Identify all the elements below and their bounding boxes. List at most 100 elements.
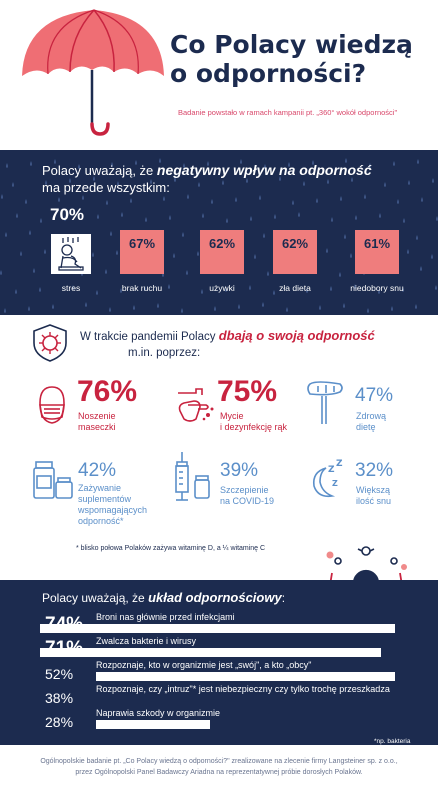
raindrop: [159, 158, 161, 163]
raindrop: [0, 270, 2, 275]
diet-value: 47%: [355, 385, 394, 406]
sleep-label: Większą ilość snu: [356, 485, 391, 507]
raindrop: [327, 179, 329, 184]
raindrop: [182, 232, 184, 237]
raindrop: [16, 213, 18, 218]
footer-line-2: przez Ogólnopolski Panel Badawczy Ariadn…: [75, 769, 363, 776]
immune-label: Rozpoznaje, czy „intruz"* jest niebezpie…: [96, 684, 390, 694]
vaccination-label-line-2: na COVID-19: [220, 496, 275, 506]
raindrop: [207, 161, 209, 166]
raindrop: [263, 233, 265, 238]
heading-highlight: dbają o swoją odporność: [218, 328, 375, 343]
raindrop: [54, 159, 56, 164]
stimulants-value: 62%: [200, 230, 244, 274]
carrot-icon: [307, 381, 343, 424]
heading-end: m.in. poprzez:: [128, 347, 201, 359]
immune-label: Rozpoznaje, kto w organizmie jest „swój"…: [96, 660, 312, 670]
raindrop: [44, 249, 46, 254]
umbrella-illustration: [22, 9, 164, 136]
handwash-value: 75%: [217, 375, 278, 408]
raindrop: [186, 270, 188, 275]
raindrop: [130, 198, 132, 203]
raindrop: [267, 271, 269, 276]
diet-label-line-1: Zdrową: [356, 411, 387, 421]
sleep-deficiency-value: 61%: [355, 230, 399, 274]
raindrop: [183, 163, 185, 168]
raindrop: [379, 213, 381, 218]
raindrop: [254, 254, 256, 259]
raindrop: [69, 178, 71, 183]
vaccination-label: Szczepienie na COVID-19: [220, 485, 274, 507]
raindrop: [187, 194, 189, 199]
supplements-footnote: * blisko połowa Polaków zażywa witaminę …: [76, 545, 266, 552]
raindrop: [339, 272, 341, 277]
raindrop: [121, 212, 123, 217]
raindrop: [378, 289, 380, 294]
raindrop: [109, 307, 111, 312]
immune-label: Zwalcza bakterie i wirusy: [96, 636, 197, 646]
raindrop: [202, 213, 204, 218]
immune-bar: [96, 672, 395, 681]
raindrop: [211, 199, 213, 204]
raindrop: [157, 303, 159, 308]
raindrop: [417, 159, 419, 164]
footer-note: Ogólnopolskie badanie pt. „Co Polacy wie…: [20, 756, 418, 778]
raindrop: [117, 181, 119, 186]
raindrop: [367, 308, 369, 313]
raindrop: [303, 181, 305, 186]
raindrop: [397, 199, 399, 204]
raindrop: [120, 288, 122, 293]
handwash-label-line-2: i dezynfekcję rąk: [220, 422, 288, 432]
subtitle: Badanie powstało w ramach kampanii pt. „…: [178, 108, 398, 117]
raindrop: [106, 200, 108, 205]
raindrop: [344, 234, 346, 239]
raindrop: [286, 307, 288, 312]
page-title: Co Polacy wiedzą o odporności?: [170, 30, 430, 88]
raindrop: [330, 286, 332, 291]
raindrop: [298, 212, 300, 217]
supplements-label-line-3: wspomagających: [78, 505, 148, 515]
raindrop: [292, 200, 294, 205]
heading-highlight: negatywny wpływ na odporność: [156, 162, 372, 178]
raindrop: [246, 178, 248, 183]
immune-system-section: Polacy uważają, że układ odpornościowy: …: [0, 580, 438, 745]
supplements-label-line-4: odporność*: [78, 516, 124, 526]
immune-value: 38%: [45, 690, 74, 706]
svg-text:Z: Z: [328, 465, 335, 475]
raindrop: [421, 197, 423, 202]
raindrop: [25, 199, 27, 204]
face-mask-icon: [39, 386, 65, 424]
raindrop: [402, 287, 404, 292]
raindrop: [435, 285, 437, 290]
mask-value: 76%: [77, 375, 138, 408]
raindrop: [173, 253, 175, 258]
lack-of-movement-value: 67%: [120, 230, 164, 274]
immune-bar: [96, 720, 210, 729]
raindrop: [345, 158, 347, 163]
raindrop: [33, 268, 35, 273]
svg-text:Z: Z: [332, 479, 338, 488]
stress-value: 70%: [50, 205, 85, 224]
sleep-moon-icon: Z Z Z: [312, 459, 343, 498]
raindrop: [85, 302, 87, 307]
stimulants-label: używki: [209, 283, 235, 293]
footer-line-1: Ogólnopolskie badanie pt. „Co Polacy wie…: [40, 758, 398, 765]
raindrop: [420, 266, 422, 271]
raindrop: [168, 284, 170, 289]
raindrop: [350, 253, 352, 258]
supplements-label-line-2: suplementów: [78, 494, 132, 504]
raindrop: [226, 218, 228, 223]
diet-label: Zdrową dietę: [356, 411, 386, 433]
vaccine-icon: [175, 452, 210, 501]
sleep-deficiency-label: niedobory snu: [350, 283, 404, 293]
supplements-value: 42%: [78, 460, 117, 481]
sleep-value: 32%: [355, 460, 394, 481]
immune-value: 74%: [45, 614, 84, 635]
raindrop: [110, 231, 112, 236]
raindrop: [52, 304, 54, 309]
raindrop: [331, 217, 333, 222]
raindrop: [64, 216, 66, 221]
raindrop: [198, 182, 200, 187]
vaccination-label-line-1: Szczepienie: [220, 485, 269, 495]
raindrop: [369, 163, 371, 168]
